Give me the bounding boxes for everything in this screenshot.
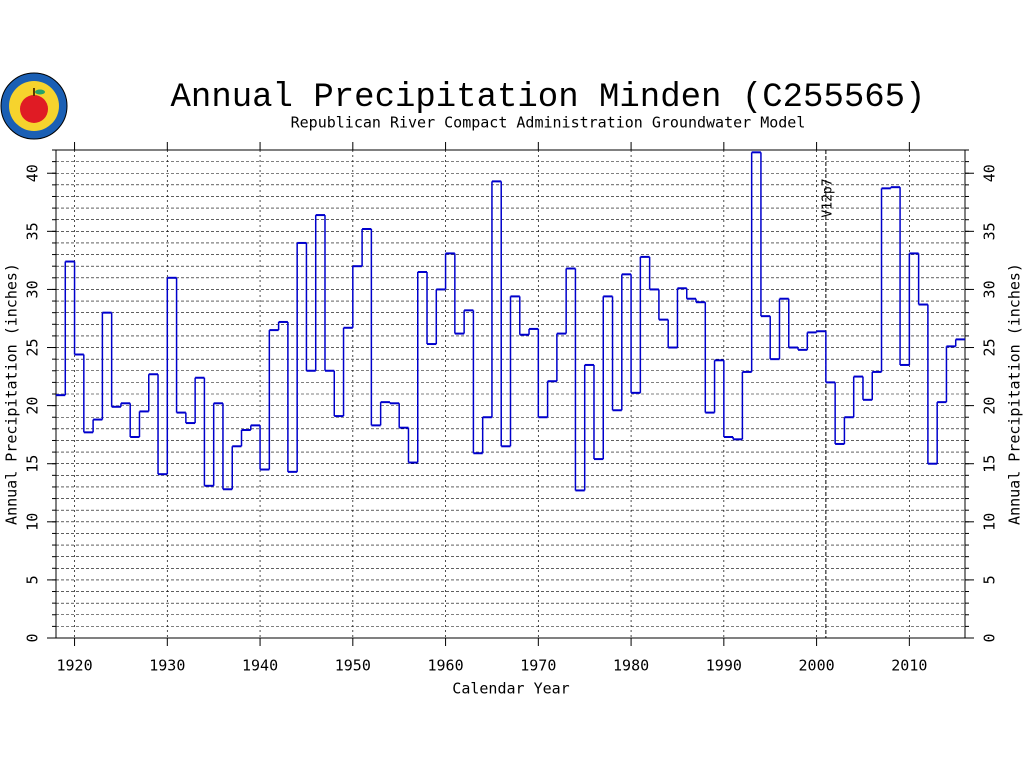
x-tick-label: 1940	[242, 657, 278, 675]
x-tick-label: 1970	[520, 657, 556, 675]
y2-tick-label: 40	[981, 164, 999, 182]
y-tick-label: 20	[24, 397, 42, 415]
y2-tick-label: 35	[981, 222, 999, 240]
chart-title: Annual Precipitation Minden (C255565)	[171, 79, 926, 117]
y2-axis-label: Annual Precipitation (inches)	[1006, 263, 1024, 525]
x-tick-label: 1930	[149, 657, 185, 675]
y2-tick-label: 20	[981, 397, 999, 415]
y-tick-label: 5	[24, 575, 42, 584]
y2-tick-label: 10	[981, 513, 999, 531]
y2-tick-label: 15	[981, 455, 999, 473]
logo	[0, 72, 68, 140]
y2-tick-label: 30	[981, 280, 999, 298]
y2-tick-label: 25	[981, 338, 999, 356]
x-tick-label: 1990	[706, 657, 742, 675]
x-tick-label: 1960	[428, 657, 464, 675]
x-axis-label: Calendar Year	[452, 680, 569, 698]
y-tick-label: 25	[24, 338, 42, 356]
y-tick-label: 15	[24, 455, 42, 473]
y-tick-label: 30	[24, 280, 42, 298]
y-tick-label: 10	[24, 513, 42, 531]
y-tick-label: 35	[24, 222, 42, 240]
y-axis-label: Annual Precipitation (inches)	[3, 263, 21, 525]
y2-tick-label: 0	[981, 633, 999, 642]
x-tick-label: 2010	[891, 657, 927, 675]
y-tick-label: 40	[24, 164, 42, 182]
y2-tick-label: 5	[981, 575, 999, 584]
y-tick-label: 0	[24, 633, 42, 642]
annotation-label: V12p7	[820, 178, 835, 217]
x-tick-label: 2000	[799, 657, 835, 675]
x-tick-label: 1980	[613, 657, 649, 675]
x-tick-label: 1920	[56, 657, 92, 675]
chart-subtitle: Republican River Compact Administration …	[291, 114, 806, 132]
x-tick-label: 1950	[335, 657, 371, 675]
